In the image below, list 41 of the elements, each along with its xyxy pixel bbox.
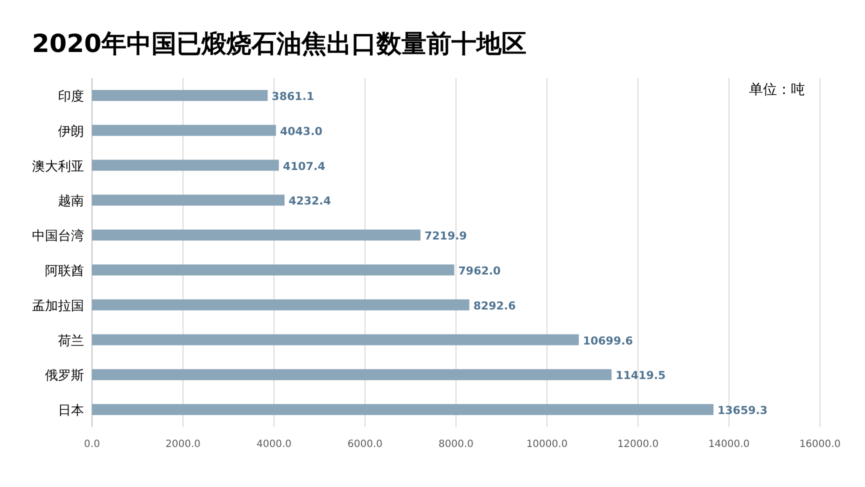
x-tick-label: 12000.0 (617, 439, 659, 450)
data-label: 7219.9 (424, 230, 467, 243)
bar (92, 194, 285, 206)
y-tick-label: 印度 (58, 88, 84, 104)
y-tick-label: 伊朗 (58, 123, 84, 140)
x-tick-label: 2000.0 (166, 439, 200, 450)
bar (92, 264, 454, 276)
bar (92, 124, 276, 136)
y-tick-label: 孟加拉国 (32, 298, 84, 314)
x-tick-label: 10000.0 (526, 439, 568, 450)
data-label: 13659.3 (718, 404, 768, 418)
y-tick-label: 中国台湾 (32, 228, 84, 244)
data-label: 4232.4 (288, 194, 332, 208)
chart-title: 2020年中国已煅烧石油焦出口数量前十地区 (32, 29, 527, 58)
y-tick-label: 阿联酋 (45, 264, 84, 279)
y-tick-label: 澳大利亚 (32, 159, 84, 174)
bar (92, 404, 714, 416)
x-tick-label: 16000.0 (799, 439, 841, 450)
bar (92, 160, 279, 171)
data-label: 8292.6 (473, 299, 516, 312)
data-label: 10699.6 (582, 334, 634, 348)
annotation: 单位：吨 (749, 82, 805, 98)
data-label: 11419.5 (616, 369, 666, 382)
y-tick-label: 俄罗斯 (45, 368, 84, 384)
bar (92, 334, 579, 346)
data-label: 7962.0 (458, 264, 502, 278)
y-tick-label: 越南 (58, 194, 84, 210)
data-label: 4107.4 (282, 160, 326, 173)
bar (92, 230, 421, 241)
data-label: 4043.0 (280, 124, 323, 138)
bar (92, 299, 470, 310)
x-tick-label: 6000.0 (348, 439, 382, 450)
x-tick-label: 8000.0 (438, 439, 474, 450)
y-tick-label: 荷兰 (58, 334, 84, 349)
x-tick-label: 14000.0 (708, 439, 750, 450)
y-tick-label: 日本 (58, 404, 84, 419)
x-tick-label: 0.0 (84, 439, 100, 450)
data-label: 3861.1 (272, 90, 314, 103)
bar (92, 369, 612, 380)
bar (92, 90, 268, 101)
x-tick-label: 4000.0 (256, 439, 292, 450)
